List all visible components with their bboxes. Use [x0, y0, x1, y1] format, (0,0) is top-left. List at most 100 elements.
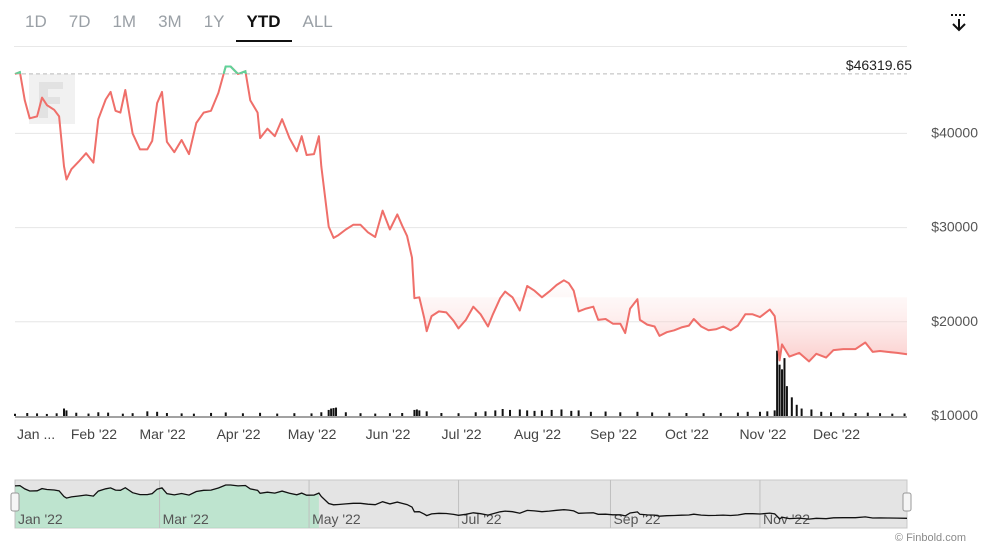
volume-bar [854, 413, 857, 416]
volume-bar [781, 369, 784, 416]
x-tick-label: Aug '22 [514, 426, 561, 442]
volume-bar [65, 410, 68, 416]
volume-bar [533, 410, 536, 416]
x-tick-label: Jan ... [17, 426, 55, 442]
volume-bar [327, 409, 330, 416]
volume-bar [604, 411, 607, 416]
x-tick-label: Feb '22 [71, 426, 117, 442]
volume-bar [550, 409, 553, 416]
volume-bar [619, 412, 622, 416]
x-tick-label: Jun '22 [366, 426, 411, 442]
volume-bar [165, 413, 168, 416]
volume-bar [790, 397, 793, 416]
volume-bar [344, 412, 347, 416]
volume-bar [842, 412, 845, 416]
tab-1y[interactable]: 1Y [203, 12, 225, 31]
volume-bar [332, 408, 335, 416]
volume-bar [359, 413, 362, 416]
loss-area-fill [411, 257, 907, 362]
volume-bar [589, 411, 592, 416]
volume-bar [107, 412, 110, 416]
x-tick-label: May '22 [288, 426, 337, 442]
volume-bar [758, 411, 761, 416]
volume-bar [509, 409, 512, 416]
tab-3m[interactable]: 3M [158, 12, 182, 31]
volume-bar [820, 411, 823, 416]
navigator-tick-label: Nov '22 [763, 511, 810, 527]
volume-bar [210, 412, 213, 416]
tab-7d[interactable]: 7D [68, 12, 91, 31]
volume-bar [415, 409, 418, 416]
navigator-tick-label: Sep '22 [613, 511, 660, 527]
x-tick-label: Sep '22 [590, 426, 637, 442]
volume-bar [418, 410, 421, 416]
volume-bar [87, 413, 90, 416]
volume-bar [121, 413, 124, 416]
volume-bar [474, 412, 477, 416]
price-line-above-reference [14, 65, 247, 74]
volume-bar [570, 410, 573, 416]
volume-bar [97, 412, 100, 416]
volume-bar [560, 409, 563, 416]
range-tabs: 1D 7D 1M 3M 1Y YTD ALL [14, 8, 344, 48]
navigator-area [15, 485, 319, 528]
navigator-tick-label: Jul '22 [462, 511, 502, 527]
volume-bar [891, 413, 894, 416]
volume-bar [776, 350, 779, 416]
volume-bar [241, 413, 244, 416]
price-line [14, 65, 908, 363]
volume-bar [577, 410, 580, 416]
volume-bar [156, 411, 159, 416]
volume-bar [75, 412, 78, 416]
tabs-divider [14, 46, 907, 47]
y-tick-label: $30000 [931, 219, 978, 235]
navigator-tick-label: Jan '22 [18, 511, 63, 527]
volume-bar [63, 408, 66, 416]
volume-bar [413, 409, 416, 416]
volume-bar [830, 412, 833, 416]
volume-bar [778, 364, 781, 416]
volume-bar [55, 413, 58, 416]
y-tick-label: $10000 [931, 407, 978, 423]
tab-1m[interactable]: 1M [112, 12, 137, 31]
volume-bar [374, 413, 377, 416]
volume-bar [276, 413, 279, 416]
tab-all[interactable]: ALL [302, 12, 333, 31]
tab-1d[interactable]: 1D [25, 12, 47, 31]
volume-bar [526, 410, 529, 416]
x-tick-label: Dec '22 [813, 426, 860, 442]
volume-bar [719, 412, 722, 416]
volume-bar [192, 413, 195, 416]
volume-bar [259, 412, 262, 416]
volume-bar [795, 404, 798, 416]
volume-bar [766, 411, 769, 416]
x-tick-label: Mar '22 [139, 426, 185, 442]
volume-bar [800, 408, 803, 416]
volume-bar [36, 413, 39, 416]
reference-label: $46319.65 [846, 57, 912, 73]
volume-bar [484, 411, 487, 416]
tab-ytd[interactable]: YTD [235, 8, 292, 42]
volume-bar [783, 358, 786, 416]
volume-bar [224, 412, 227, 416]
source-credit: © Finbold.com [894, 532, 966, 544]
volume-bar [310, 413, 313, 416]
volume-bar [401, 413, 404, 416]
navigator-handle-left[interactable] [10, 492, 20, 512]
x-tick-label: Nov '22 [739, 426, 786, 442]
volume-bar [651, 412, 654, 416]
navigator-background [14, 479, 908, 529]
volume-bar [903, 413, 906, 416]
y-tick-label: $40000 [931, 124, 978, 140]
volume-bar [773, 410, 776, 416]
volume-bar [540, 410, 543, 416]
navigator-handle-right[interactable] [902, 492, 912, 512]
volume-bar [501, 409, 504, 416]
y-tick-label: $20000 [931, 313, 978, 329]
volume-bar [879, 413, 882, 416]
volume-bar [320, 412, 323, 416]
volume-bar [866, 412, 869, 416]
volume-bar [736, 412, 739, 416]
volume-bar [668, 412, 671, 416]
download-arrow-icon[interactable] [948, 12, 970, 34]
